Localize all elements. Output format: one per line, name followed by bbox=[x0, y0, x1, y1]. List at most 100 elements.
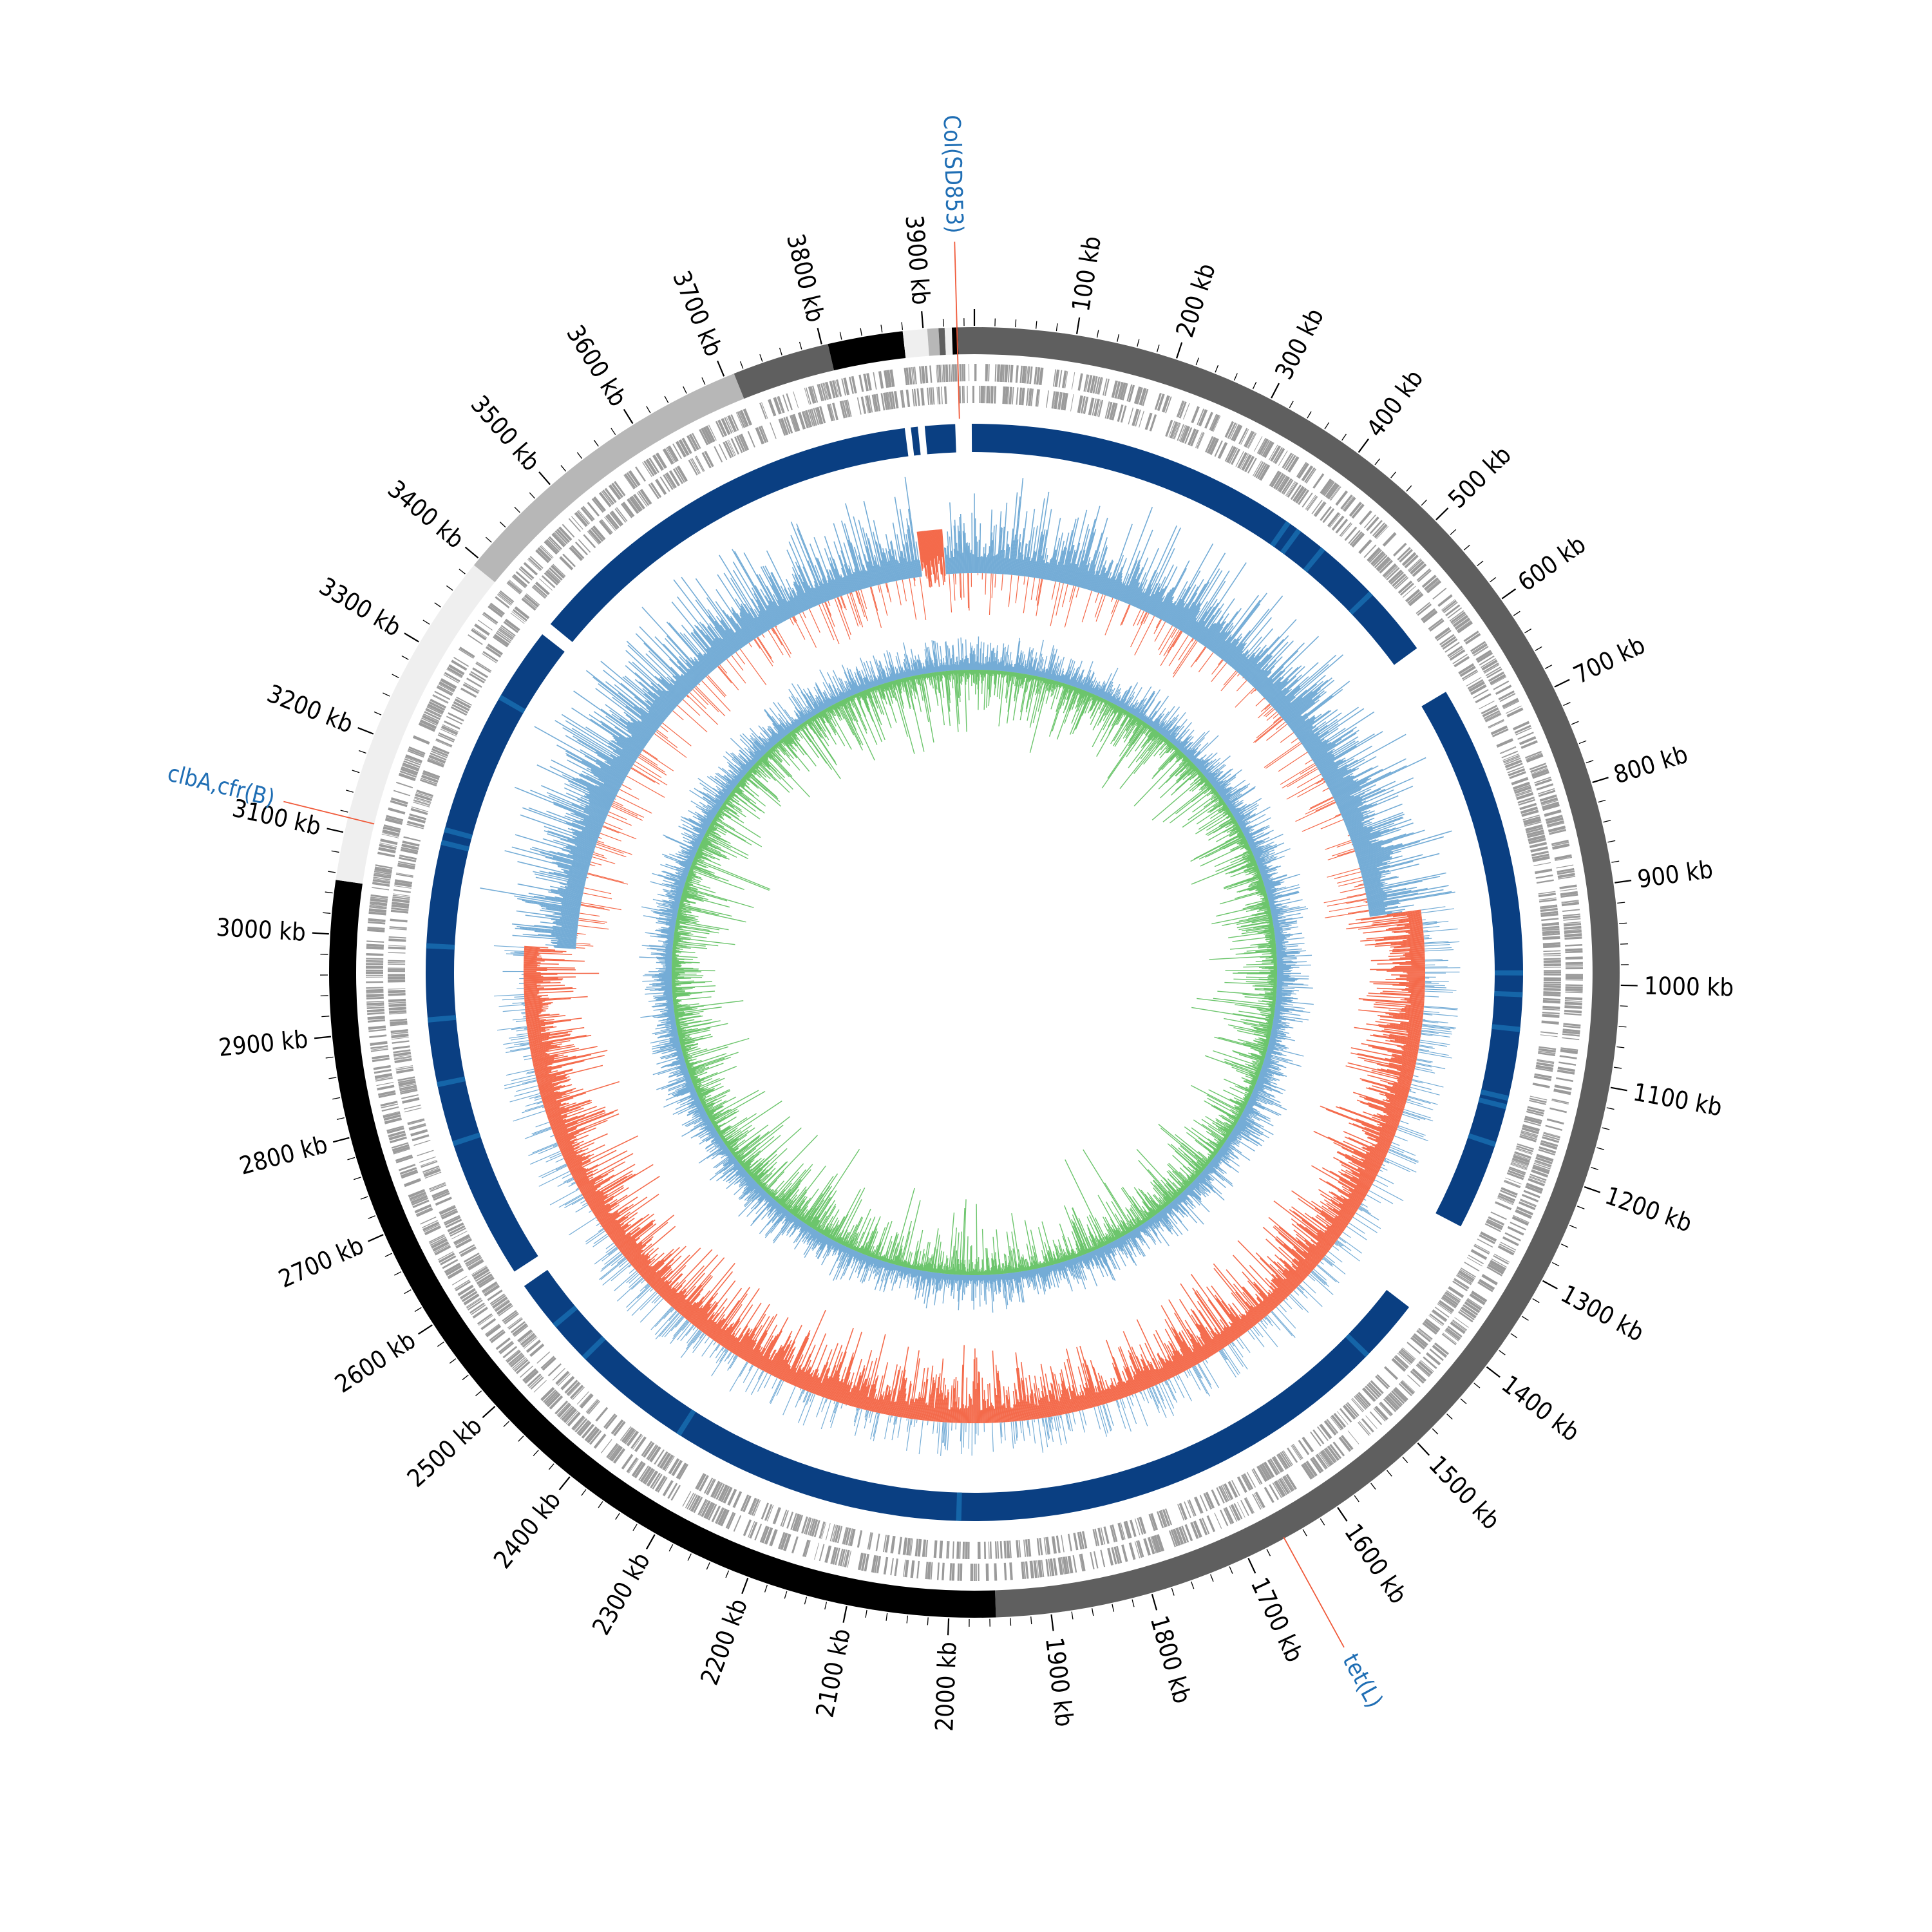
cds-feature bbox=[819, 1521, 826, 1539]
cds-feature bbox=[540, 1387, 555, 1401]
cds-feature bbox=[1520, 740, 1538, 750]
cds-feature bbox=[1542, 930, 1560, 934]
gc-skew-bar bbox=[580, 1200, 586, 1204]
cds-feature bbox=[524, 594, 539, 608]
gc-skew-bar bbox=[1060, 1414, 1067, 1444]
gc-skew-bar bbox=[1155, 619, 1161, 629]
cds-feature bbox=[643, 460, 655, 477]
cds-feature bbox=[1524, 1120, 1541, 1126]
cds-feature bbox=[963, 386, 965, 404]
cds-feature bbox=[1241, 454, 1252, 471]
gc-skew-bar bbox=[1421, 1027, 1452, 1032]
minor-tick bbox=[1598, 799, 1606, 803]
cds-feature bbox=[811, 408, 817, 426]
minor-tick bbox=[352, 770, 360, 773]
cds-feature bbox=[1306, 495, 1318, 511]
cds-feature bbox=[416, 1208, 433, 1217]
cds-feature bbox=[1061, 1535, 1065, 1553]
cds-feature bbox=[395, 1156, 413, 1164]
cds-feature bbox=[1281, 1477, 1291, 1493]
cds-feature bbox=[1515, 789, 1532, 796]
cds-feature bbox=[652, 454, 665, 471]
cds-feature bbox=[408, 748, 425, 757]
cds-feature bbox=[1508, 1168, 1526, 1176]
cds-feature bbox=[1477, 652, 1493, 663]
cds-feature bbox=[1255, 1492, 1265, 1508]
gc-skew-bar bbox=[1075, 587, 1079, 598]
gc-skew-bar bbox=[757, 1372, 768, 1392]
cds-feature bbox=[417, 1150, 434, 1157]
cds-feature bbox=[1382, 532, 1397, 547]
cds-feature bbox=[1197, 408, 1205, 426]
cds-feature bbox=[1233, 1503, 1243, 1520]
cds-feature bbox=[571, 516, 583, 530]
cds-feature bbox=[455, 1280, 471, 1292]
cds-feature bbox=[497, 630, 512, 642]
cds-feature bbox=[1230, 1504, 1241, 1521]
cds-feature bbox=[368, 908, 387, 913]
cds-feature bbox=[388, 1003, 406, 1007]
cds-feature bbox=[1278, 450, 1288, 466]
cds-feature bbox=[409, 1191, 426, 1201]
cds-feature bbox=[545, 570, 560, 584]
cds-feature bbox=[415, 793, 433, 801]
cds-feature bbox=[1536, 783, 1554, 791]
cds-feature bbox=[1177, 1504, 1185, 1521]
cds-feature bbox=[1408, 592, 1424, 607]
gc-skew-bar bbox=[800, 1388, 802, 1391]
gc-skew-bar bbox=[1425, 949, 1454, 952]
cds-feature bbox=[1356, 1393, 1370, 1408]
cds-feature bbox=[366, 963, 384, 966]
cds-feature bbox=[1546, 817, 1564, 824]
gc-skew-bar bbox=[1374, 1179, 1388, 1188]
cds-feature bbox=[494, 1299, 509, 1310]
cds-feature bbox=[1244, 431, 1255, 448]
cds-feature bbox=[1506, 1171, 1524, 1180]
cds-feature bbox=[1389, 1392, 1403, 1406]
cds-feature bbox=[1469, 1293, 1486, 1305]
cds-feature bbox=[682, 1491, 692, 1507]
cds-feature bbox=[404, 1107, 422, 1113]
cds-feature bbox=[1402, 1379, 1416, 1393]
cds-feature bbox=[490, 1331, 506, 1343]
cds-feature bbox=[558, 1373, 571, 1387]
cds-feature bbox=[1372, 553, 1387, 567]
cds-feature bbox=[368, 921, 386, 925]
cds-feature bbox=[713, 1482, 722, 1499]
cds-feature bbox=[759, 1526, 768, 1543]
cds-feature bbox=[1477, 1281, 1493, 1293]
cds-feature bbox=[515, 571, 530, 584]
cds-feature bbox=[367, 1016, 385, 1020]
cds-feature bbox=[388, 807, 406, 815]
tick-label: 200 kb bbox=[1170, 260, 1221, 341]
cds-feature bbox=[474, 623, 490, 636]
cds-feature bbox=[399, 854, 417, 860]
cds-feature bbox=[1543, 977, 1561, 980]
minor-tick bbox=[434, 602, 442, 608]
cds-feature bbox=[1374, 554, 1388, 569]
cds-feature bbox=[1358, 539, 1372, 554]
cds-feature bbox=[614, 480, 626, 497]
cds-feature bbox=[410, 1195, 428, 1204]
cds-feature bbox=[1553, 1088, 1571, 1095]
gc-skew-bar bbox=[1385, 1157, 1417, 1173]
minor-tick bbox=[518, 1435, 524, 1442]
minor-tick bbox=[1571, 721, 1579, 725]
gc-skew-bar bbox=[1309, 797, 1334, 810]
cds-feature bbox=[1302, 492, 1313, 508]
cds-feature bbox=[849, 1528, 856, 1546]
cds-feature bbox=[1526, 827, 1544, 834]
major-tick bbox=[1271, 383, 1280, 399]
cds-feature bbox=[624, 473, 636, 489]
gc-skew-bar bbox=[1296, 773, 1321, 788]
gc-skew-bar bbox=[611, 1264, 631, 1282]
cds-feature bbox=[1452, 654, 1468, 665]
cds-feature bbox=[1378, 558, 1392, 572]
cds-feature bbox=[482, 612, 498, 624]
cds-feature bbox=[524, 1337, 538, 1349]
cds-feature bbox=[439, 681, 455, 692]
gc-skew-bar bbox=[1332, 1245, 1340, 1251]
cds-feature bbox=[1473, 646, 1489, 657]
gc-skew-bar bbox=[1423, 1010, 1440, 1013]
cds-feature bbox=[1305, 468, 1317, 484]
